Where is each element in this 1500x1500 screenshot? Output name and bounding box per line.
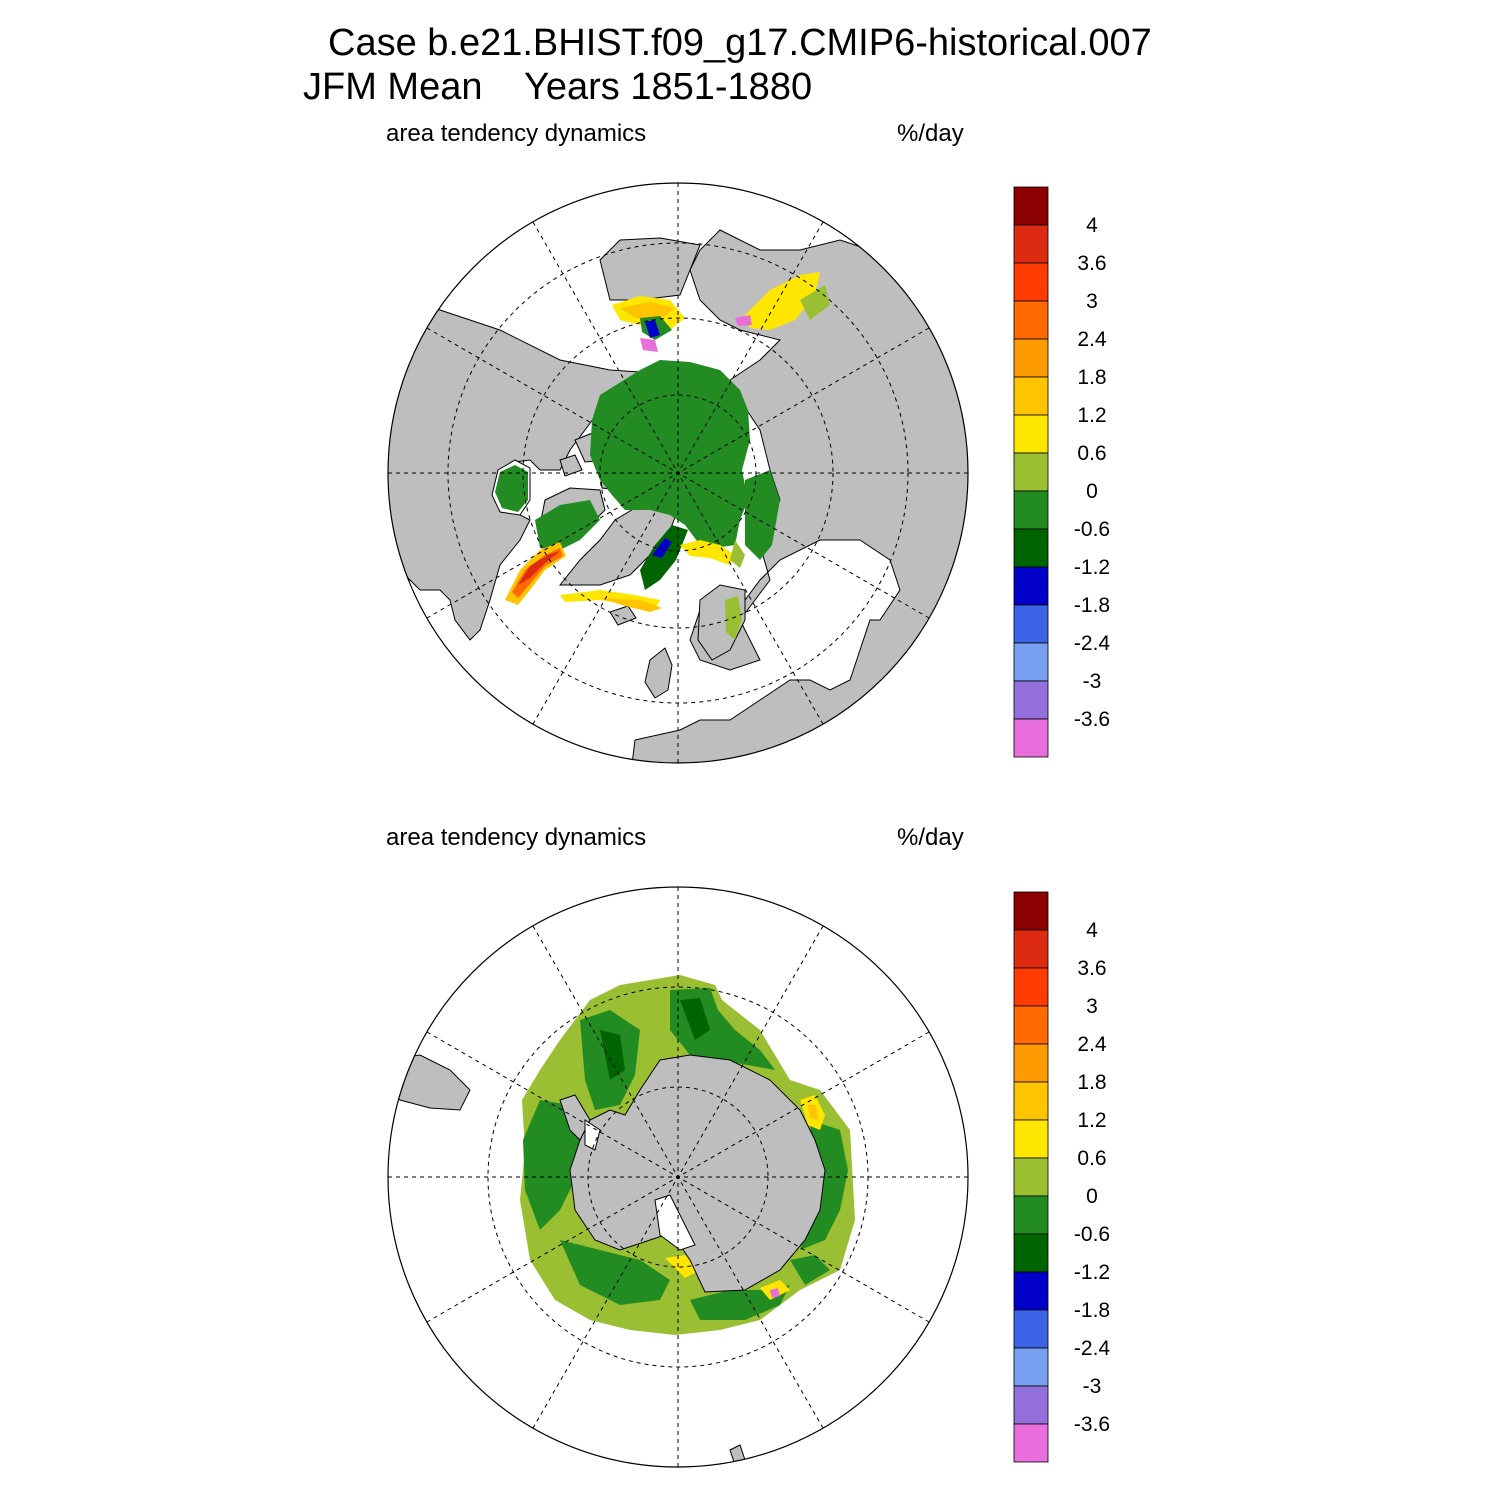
south-panel-units: %/day [897,824,964,851]
north-colorbar-box-12 [1013,642,1049,682]
south-colorbar-label-13: -3.6 [1074,1413,1110,1436]
south-colorbar-box-9 [1013,1233,1049,1273]
south-colorbar-box-8 [1013,1195,1049,1235]
north-colorbar-box-4 [1013,338,1049,378]
south-colorbar-box-0 [1013,891,1049,931]
north-colorbar-box-6 [1013,414,1049,454]
south-colorbar-label-4: 1.8 [1077,1071,1106,1094]
north-colorbar-label-6: 0.6 [1077,442,1106,465]
antarctica-land [569,1054,826,1293]
south-panel-variable-label: area tendency dynamics [386,824,647,851]
south-colorbar-label-9: -1.2 [1074,1261,1110,1284]
north-colorbar-label-1: 3.6 [1077,252,1106,275]
north-colorbar-label-5: 1.2 [1077,404,1106,427]
south-polar-map [387,886,969,1468]
south-graticule [388,887,968,1467]
south-colorbar-box-11 [1013,1309,1049,1349]
south-colorbar-box-5 [1013,1081,1049,1121]
north-map-border [387,182,969,764]
south-colorbar-label-7: 0 [1086,1185,1098,1208]
north-colorbar-box-1 [1013,224,1049,264]
north-colorbar-label-12: -3 [1083,670,1102,693]
south-colorbar-box-6 [1013,1119,1049,1159]
north-colorbar-box-10 [1013,566,1049,606]
south-colorbar-box-14 [1013,1423,1049,1463]
north-colorbar-label-13: -3.6 [1074,708,1110,731]
south-map-border [387,886,969,1468]
south-colorbar-label-1: 3.6 [1077,957,1106,980]
east-greenland-field [640,525,688,590]
south-colorbar-box-4 [1013,1043,1049,1083]
south-colorbar-label-6: 0.6 [1077,1147,1106,1170]
north-colorbar-box-3 [1013,300,1049,340]
north-colorbar-box-8 [1013,490,1049,530]
south-colorbar-label-11: -2.4 [1074,1337,1111,1360]
north-polar-map [387,182,969,764]
north-colorbar-label-9: -1.2 [1074,556,1110,579]
south-colorbar-label-0: 4 [1086,919,1098,942]
south-colorbar-box-7 [1013,1157,1049,1197]
north-colorbar-label-2: 3 [1086,290,1098,313]
south-colorbar: 4 3.6 3 2.4 1.8 1.2 0.6 0 -0.6 -1.2 -1.8 -2.4 -3 -3.6 [1013,891,1111,1463]
north-colorbar-box-5 [1013,376,1049,416]
north-colorbar-box-9 [1013,528,1049,568]
north-colorbar-label-10: -1.8 [1074,594,1110,617]
south-colorbar-box-3 [1013,1005,1049,1045]
north-colorbar-box-11 [1013,604,1049,644]
south-colorbar-box-12 [1013,1347,1049,1387]
south-colorbar-label-10: -1.8 [1074,1299,1110,1322]
sea-of-okhotsk-field [745,272,820,330]
south-colorbar-label-5: 1.2 [1077,1109,1106,1132]
north-panel-units: %/day [897,120,964,147]
north-colorbar-box-2 [1013,262,1049,302]
south-colorbar-label-12: -3 [1083,1375,1102,1398]
south-colorbar-box-13 [1013,1385,1049,1425]
north-colorbar-label-3: 2.4 [1077,328,1107,351]
north-colorbar-label-0: 4 [1086,214,1098,237]
north-colorbar-label-7: 0 [1086,480,1098,503]
south-colorbar-label-8: -0.6 [1074,1223,1110,1246]
north-colorbar-box-14 [1013,718,1049,758]
south-colorbar-box-2 [1013,967,1049,1007]
north-colorbar-box-0 [1013,186,1049,226]
south-colorbar-box-1 [1013,929,1049,969]
north-colorbar: 4 3.6 3 2.4 1.8 1.2 0.6 0 -0.6 -1.2 -1.8 -2.4 -3 -3.6 [1013,186,1111,758]
north-colorbar-label-8: -0.6 [1074,518,1110,541]
north-graticule [388,183,968,763]
south-colorbar-label-2: 3 [1086,995,1098,1018]
figure-title-line2: JFM Mean Years 1851-1880 [303,66,813,108]
north-colorbar-label-11: -2.4 [1074,632,1111,655]
south-colorbar-box-10 [1013,1271,1049,1311]
north-panel-variable-label: area tendency dynamics [386,120,647,147]
north-colorbar-box-7 [1013,452,1049,492]
north-colorbar-box-13 [1013,680,1049,720]
south-colorbar-label-3: 2.4 [1077,1033,1107,1056]
north-colorbar-label-4: 1.8 [1077,366,1106,389]
figure-title-line1: Case b.e21.BHIST.f09_g17.CMIP6-historica… [328,22,1152,64]
